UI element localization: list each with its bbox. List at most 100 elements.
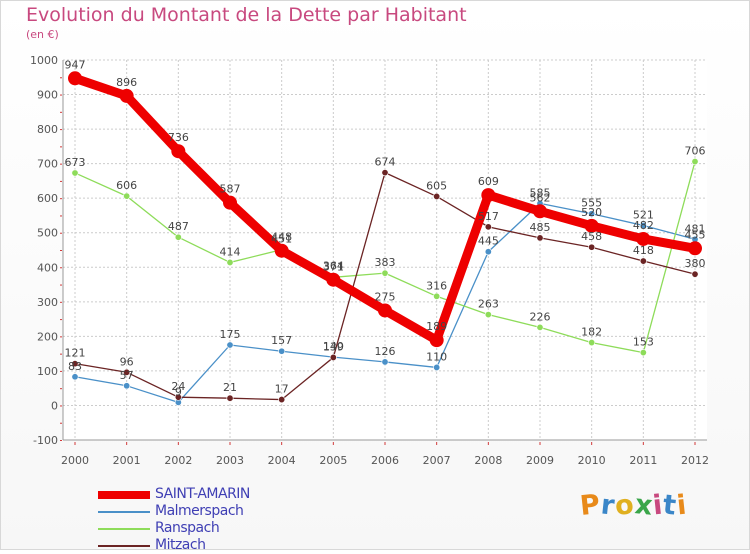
data-point	[123, 382, 131, 390]
data-label: 487	[168, 220, 189, 233]
y-tick-label: 600	[37, 192, 58, 205]
data-point	[119, 88, 134, 103]
data-point	[536, 323, 544, 331]
data-label: 585	[530, 186, 551, 199]
data-label: 736	[168, 131, 189, 144]
legend-label: Malmerspach	[155, 503, 244, 519]
data-point	[484, 311, 492, 319]
data-label: 96	[120, 355, 134, 368]
data-point	[329, 353, 337, 361]
data-point	[123, 192, 131, 200]
logo-letter: i	[675, 489, 690, 522]
data-label: 517	[478, 210, 499, 223]
data-label: 458	[581, 230, 602, 243]
data-label: 371	[323, 260, 344, 273]
data-label: 482	[633, 219, 654, 232]
y-tick-label: 500	[37, 227, 58, 240]
data-label: 364	[323, 260, 344, 273]
data-label: 189	[426, 320, 447, 333]
data-label: 83	[68, 360, 82, 373]
data-point	[326, 272, 341, 287]
x-tick-label: 2011	[629, 454, 657, 467]
x-tick-label: 2007	[423, 454, 451, 467]
data-label: 455	[685, 228, 706, 241]
data-label: 448	[271, 231, 292, 244]
x-tick-label: 2000	[61, 454, 89, 467]
x-tick-label: 2002	[164, 454, 192, 467]
data-label: 157	[271, 334, 292, 347]
data-label: 521	[633, 208, 654, 221]
data-label: 414	[220, 245, 241, 258]
data-label: 673	[65, 156, 86, 169]
data-point	[536, 234, 544, 242]
data-label: 263	[478, 298, 499, 311]
data-label: 17	[275, 383, 289, 396]
data-label: 175	[220, 328, 241, 341]
y-tick-label: 700	[37, 158, 58, 171]
x-tick-label: 2006	[371, 454, 399, 467]
data-label: 587	[220, 183, 241, 196]
legend-swatch	[98, 528, 150, 530]
data-point	[226, 394, 234, 402]
y-tick-label: 300	[37, 296, 58, 309]
data-label: 451	[271, 233, 292, 246]
x-tick-label: 2010	[578, 454, 606, 467]
data-point	[278, 347, 286, 355]
x-tick-label: 2001	[113, 454, 141, 467]
data-point	[226, 341, 234, 349]
data-label: 9	[175, 385, 182, 398]
data-point	[433, 292, 441, 300]
data-label: 226	[530, 310, 551, 323]
data-label: 445	[478, 235, 499, 248]
data-point	[691, 270, 699, 278]
data-point	[274, 243, 289, 258]
data-label: 674	[375, 156, 396, 169]
data-point	[433, 363, 441, 371]
data-point	[636, 231, 651, 246]
data-label: 383	[375, 256, 396, 269]
data-point	[381, 169, 389, 177]
data-label: 153	[633, 336, 654, 349]
legend-label: Mitzach	[155, 537, 206, 553]
x-tick-label: 2008	[474, 454, 502, 467]
data-point	[278, 396, 286, 404]
y-tick-label: 1000	[30, 54, 58, 67]
x-tick-label: 2005	[319, 454, 347, 467]
data-point	[378, 303, 392, 318]
data-point	[71, 169, 79, 177]
data-label: 418	[633, 244, 654, 257]
data-point	[433, 192, 441, 200]
data-label: 606	[116, 179, 137, 192]
y-tick-label: 200	[37, 330, 58, 343]
data-label: 609	[478, 175, 499, 188]
data-point	[533, 204, 547, 219]
y-tick-label: 100	[37, 365, 58, 378]
data-label: 605	[426, 179, 447, 192]
legend-swatch	[98, 511, 150, 513]
data-point	[223, 195, 237, 210]
data-point	[481, 188, 496, 203]
y-tick-label: 900	[37, 89, 58, 102]
data-label: 24	[171, 380, 185, 393]
data-point	[588, 210, 596, 218]
data-label: 481	[685, 222, 706, 235]
legend-swatch	[98, 491, 150, 499]
y-tick-label: 0	[51, 399, 58, 412]
legend-swatch	[98, 545, 150, 547]
x-tick-label: 2003	[216, 454, 244, 467]
chart-title: Evolution du Montant de la Dette par Hab…	[26, 4, 467, 26]
data-label: 110	[426, 350, 447, 363]
data-label: 520	[581, 206, 602, 219]
data-label: 316	[426, 279, 447, 292]
data-label: 182	[581, 326, 602, 339]
data-label: 380	[685, 257, 706, 270]
data-point	[484, 223, 492, 231]
data-label: 21	[223, 381, 237, 394]
data-label: 140	[323, 340, 344, 353]
data-point	[174, 393, 182, 401]
data-point	[123, 368, 131, 376]
data-label: 562	[530, 191, 551, 204]
data-label: 126	[375, 345, 396, 358]
y-tick-label: -100	[33, 434, 58, 447]
